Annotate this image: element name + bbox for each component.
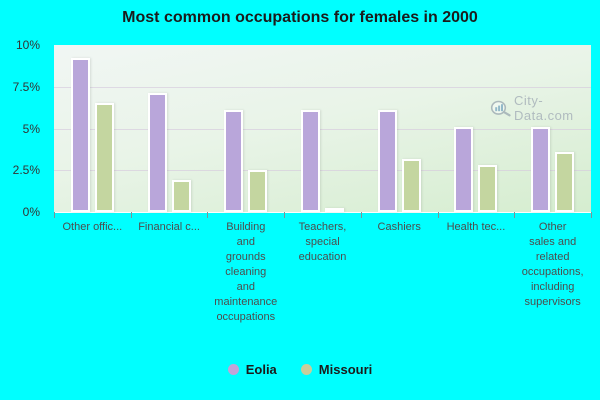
x-axis: Other offic... Financial c... Building and… [54, 217, 591, 325]
x-axis-label: Other sales and related occupations, inc… [521, 221, 584, 308]
axis-tick [437, 212, 439, 218]
bar-group [514, 45, 591, 212]
gridline [54, 86, 591, 88]
y-axis: 10% 7.5% 5% 2.5% 0% [0, 38, 40, 219]
gridline [54, 170, 591, 172]
y-axis-tick-label: 7.5% [12, 79, 40, 94]
legend-label-eolia: Eolia [245, 362, 277, 377]
y-axis-tick-label: 0% [22, 205, 40, 219]
bar-missouri[interactable] [478, 165, 498, 212]
bar-missouri[interactable] [171, 180, 191, 212]
axis-tick [360, 212, 362, 218]
axis-tick [130, 212, 132, 218]
bar-eolia[interactable] [454, 127, 474, 212]
bar-missouri[interactable] [555, 152, 575, 212]
x-axis-label: Other offic... [62, 221, 123, 233]
axis-tick [284, 212, 286, 218]
plot-area: City-Data.com [54, 45, 591, 213]
chart-title: Most common occupations for females in 2… [122, 9, 478, 26]
legend-item-missouri: Missouri [300, 362, 373, 377]
x-axis-label: Teachers, special education [298, 221, 347, 263]
y-axis-tick-label: 5% [22, 121, 40, 136]
bar-missouri[interactable] [401, 159, 421, 212]
legend-swatch-eolia-icon [227, 364, 239, 375]
legend-swatch-missouri-icon [300, 364, 312, 375]
legend-item-eolia: Eolia [227, 362, 277, 377]
bar-eolia[interactable] [147, 93, 167, 212]
bar-eolia[interactable] [377, 110, 397, 212]
magnifier-bars-icon [490, 100, 511, 117]
legend: Eolia Missouri [0, 362, 600, 377]
x-axis-label: Building and grounds cleaning and mainte… [214, 221, 278, 323]
y-axis-tick-label: 10% [15, 38, 40, 52]
watermark[interactable]: City-Data.com [490, 93, 591, 123]
bar-columns [54, 45, 591, 212]
bar-group [361, 45, 438, 212]
bar-group [207, 45, 284, 212]
bar-eolia[interactable] [301, 110, 321, 212]
x-axis-label: Cashiers [377, 221, 421, 233]
bar-group [438, 45, 515, 212]
axis-tick [514, 212, 516, 218]
legend-label-missouri: Missouri [318, 362, 373, 377]
axis-tick [591, 212, 592, 218]
watermark-text: City-Data.com [514, 93, 574, 123]
axis-tick [207, 212, 209, 218]
bar-missouri[interactable] [94, 103, 114, 212]
bar-missouri[interactable] [325, 208, 345, 212]
bar-eolia[interactable] [70, 58, 90, 212]
bar-group [131, 45, 208, 212]
bar-group [284, 45, 361, 212]
x-axis-label: Financial c... [138, 221, 200, 233]
gridline [54, 128, 591, 130]
x-axis-label: Health tec... [446, 221, 506, 233]
axis-tick [54, 212, 55, 218]
bar-eolia[interactable] [224, 110, 244, 212]
bar-group [54, 45, 131, 212]
y-axis-tick-label: 2.5% [12, 163, 40, 178]
bar-missouri[interactable] [248, 170, 268, 212]
bar-eolia[interactable] [531, 127, 551, 212]
